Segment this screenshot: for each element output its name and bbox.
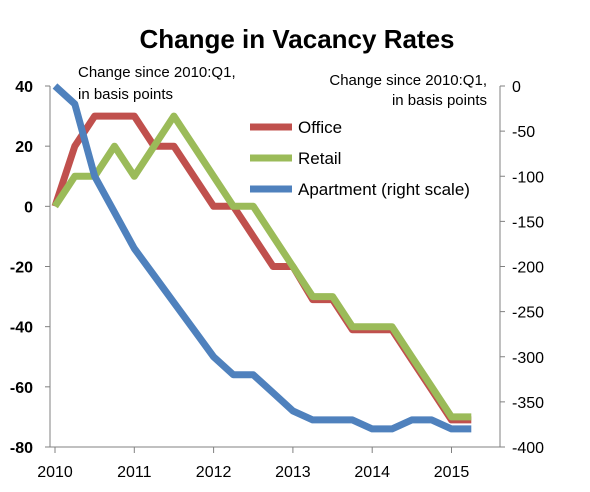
legend-label-apartment: Apartment (right scale) (298, 180, 470, 199)
right-tick-label: -300 (512, 350, 544, 367)
x-tick-label: 2012 (196, 464, 232, 481)
legend: Office Retail Apartment (right scale) (250, 118, 470, 199)
right-tick-label: -150 (512, 214, 544, 231)
right-tick-label: -200 (512, 260, 544, 277)
chart-title: Change in Vacancy Rates (139, 24, 454, 54)
right-tick-label: 0 (512, 79, 521, 96)
left-tick-label: 20 (15, 139, 33, 156)
right-tick-label: -400 (512, 440, 544, 457)
left-tick-label: -40 (10, 320, 33, 337)
x-tick-label: 2011 (117, 464, 152, 481)
legend-label-office: Office (298, 118, 342, 137)
series-line-retail (52, 112, 472, 421)
right-axis-note: Change since 2010:Q1, in basis points (329, 72, 487, 109)
left-y-ticks: 40 20 0 -20 -40 -60 -80 (10, 79, 50, 457)
left-tick-label: 0 (24, 199, 33, 216)
left-axis-note-line-2: in basis points (78, 86, 173, 103)
legend-label-retail: Retail (298, 149, 341, 168)
left-tick-label: 40 (15, 79, 33, 96)
left-axis-note-line-1: Change since 2010:Q1, (78, 64, 236, 81)
right-axis-note-line-2: in basis points (392, 92, 487, 109)
series-line-office (51, 112, 472, 424)
right-y-ticks: 0 -50 -100 -150 -200 -250 -300 -350 -400 (500, 79, 544, 457)
left-tick-label: -20 (10, 260, 33, 277)
right-tick-label: -250 (512, 305, 544, 322)
right-tick-label: -50 (512, 124, 535, 141)
x-tick-label: 2013 (275, 464, 311, 481)
x-tick-label: 2010 (37, 464, 73, 481)
left-tick-label: -80 (10, 440, 33, 457)
left-axis-note: Change since 2010:Q1, in basis points (78, 64, 236, 103)
right-tick-label: -350 (512, 395, 544, 412)
right-axis-note-line-1: Change since 2010:Q1, (329, 72, 487, 89)
series-lines (51, 83, 472, 433)
right-tick-label: -100 (512, 169, 544, 186)
series-line-apartment (52, 83, 472, 433)
left-tick-label: -60 (10, 380, 33, 397)
x-tick-label: 2015 (434, 464, 470, 481)
x-ticks: 2010 2011 2012 2013 2014 2015 (37, 447, 469, 481)
x-tick-label: 2014 (354, 464, 390, 481)
